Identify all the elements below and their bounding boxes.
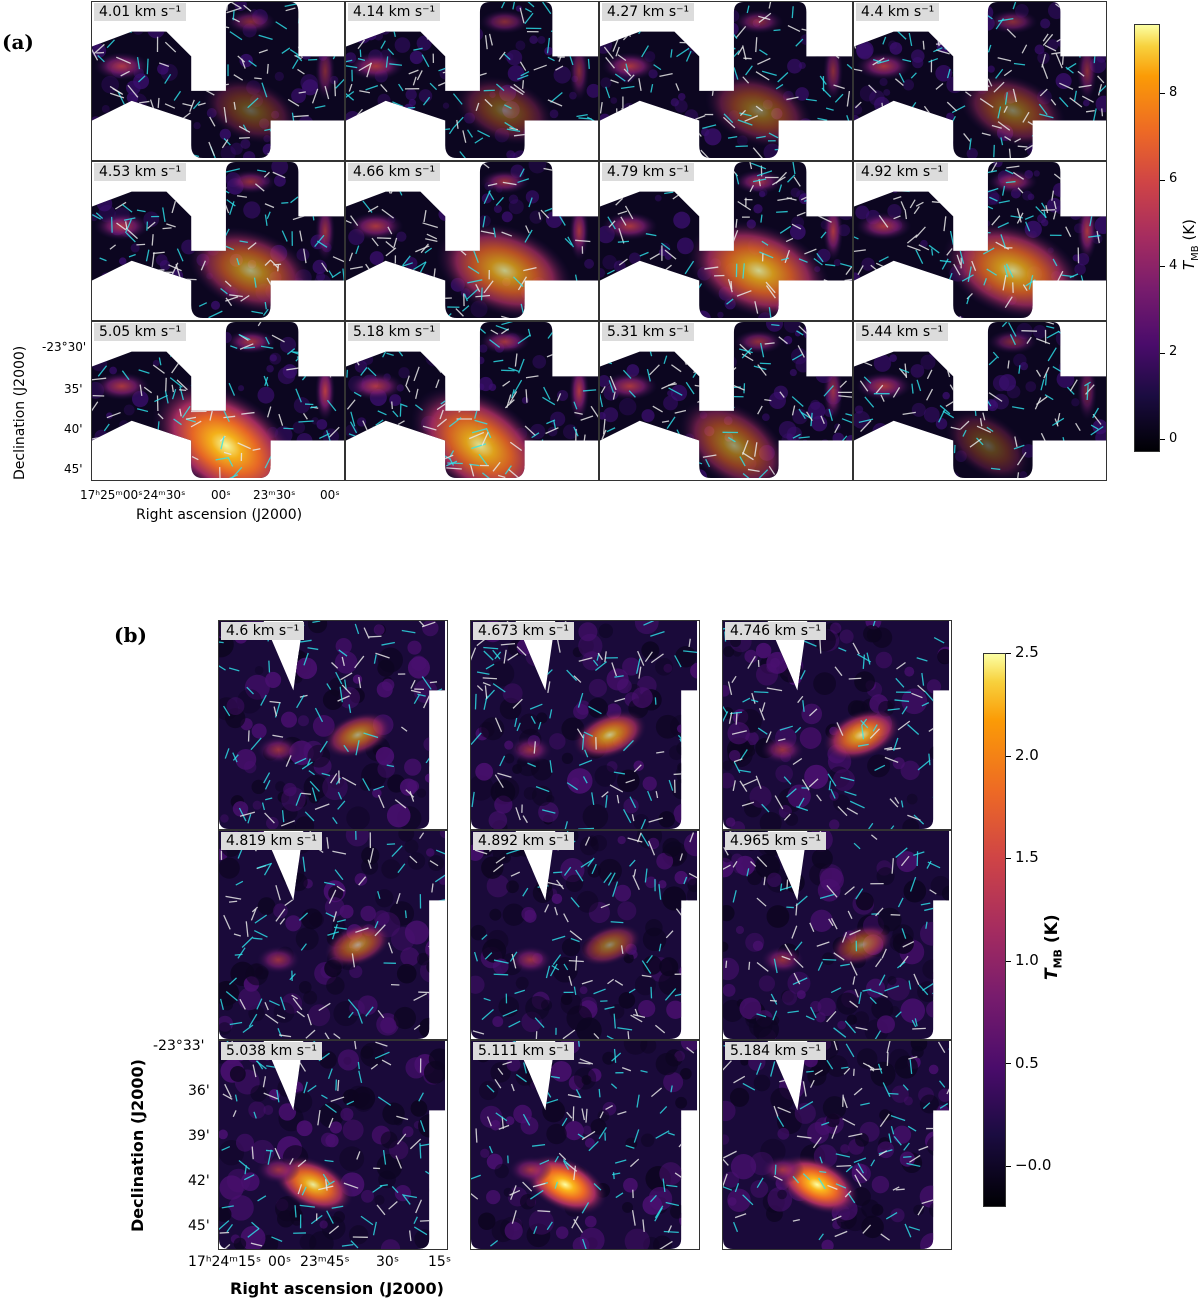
xtick-b-4: 15ˢ [428,1254,451,1270]
channel-tile-a: 5.18 km s⁻¹ [345,321,599,481]
velocity-label: 5.18 km s⁻¹ [348,323,440,341]
velocity-label: 4.14 km s⁻¹ [348,3,440,21]
channel-tile-a: 5.31 km s⁻¹ [599,321,853,481]
xtick-b-2: 23ᵐ45ˢ [300,1254,350,1270]
colorbar-tick-label: 1.0 [1015,951,1039,969]
channel-tile-b: 4.6 km s⁻¹ [218,620,448,830]
velocity-label: 5.44 km s⁻¹ [856,323,948,341]
velocity-label: 4.6 km s⁻¹ [221,622,304,640]
velocity-label: 4.27 km s⁻¹ [602,3,694,21]
colorbar-tick [1006,961,1011,962]
colorbar-tick [1160,266,1165,267]
channel-tile-b: 5.111 km s⁻¹ [470,1040,700,1250]
channel-tile-b: 4.819 km s⁻¹ [218,830,448,1040]
velocity-label: 4.01 km s⁻¹ [94,3,186,21]
channel-tile-a: 4.53 km s⁻¹ [91,161,345,321]
ylabel-a: Declination (J2000) [12,346,28,480]
colorbar-a-title-sub: MB [1190,245,1200,261]
channel-tile-a: 5.44 km s⁻¹ [853,321,1107,481]
xtick-b-3: 30ˢ [376,1254,399,1270]
colorbar-tick [1006,858,1011,859]
velocity-label: 4.965 km s⁻¹ [725,832,826,850]
colorbar-tick-label: 8 [1169,85,1177,100]
velocity-label: 5.111 km s⁻¹ [473,1042,574,1060]
channel-tile-a: 4.27 km s⁻¹ [599,1,853,161]
panel-a-label: (a) [2,30,34,54]
colorbar-tick-label: 2.0 [1015,746,1039,764]
velocity-label: 4.4 km s⁻¹ [856,3,939,21]
colorbar-a-title-unit: (K) [1180,219,1198,245]
velocity-label: 4.673 km s⁻¹ [473,622,574,640]
velocity-label: 4.92 km s⁻¹ [856,163,948,181]
ylabel-b: Declination (J2000) [128,1059,147,1232]
channel-tile-a: 5.05 km s⁻¹ [91,321,345,481]
colorbar-tick [1160,439,1165,440]
channel-tile-a: 4.4 km s⁻¹ [853,1,1107,161]
colorbar-b-title-unit: (K) [1042,914,1062,949]
channel-tile-b: 4.892 km s⁻¹ [470,830,700,1040]
ytick-a-1: 35' [64,382,83,396]
xtick-a-1: 24ᵐ30ˢ [143,488,186,502]
colorbar-tick-label: 2 [1169,344,1177,359]
velocity-label: 4.79 km s⁻¹ [602,163,694,181]
colorbar-b-title: TMB (K) [1042,914,1064,980]
colorbar-b [983,653,1006,1207]
channel-tile-a: 4.92 km s⁻¹ [853,161,1107,321]
channel-tile-a: 4.01 km s⁻¹ [91,1,345,161]
velocity-label: 4.53 km s⁻¹ [94,163,186,181]
colorbar-tick [1160,93,1165,94]
colorbar-tick-label: 6 [1169,171,1177,186]
colorbar-tick [1006,756,1011,757]
colorbar-tick-label: −0.0 [1015,1156,1051,1174]
colorbar-tick [1160,353,1165,354]
colorbar-tick-label: 4 [1169,258,1177,273]
channel-tile-b: 5.038 km s⁻¹ [218,1040,448,1250]
panel-b-label: (b) [114,623,147,647]
ytick-b-0: -23°33' [153,1038,205,1054]
channel-tile-b: 4.746 km s⁻¹ [722,620,952,830]
colorbar-tick-label: 0 [1169,431,1177,446]
ytick-a-2: 40' [64,422,83,436]
colorbar-a-title-main: T [1180,261,1198,270]
xlabel-a: Right ascension (J2000) [136,507,302,523]
channel-tile-b: 5.184 km s⁻¹ [722,1040,952,1250]
channel-tile-b: 4.965 km s⁻¹ [722,830,952,1040]
velocity-label: 5.31 km s⁻¹ [602,323,694,341]
velocity-label: 4.892 km s⁻¹ [473,832,574,850]
channel-tile-a: 4.14 km s⁻¹ [345,1,599,161]
colorbar-tick [1006,1063,1011,1064]
channel-tile-a: 4.79 km s⁻¹ [599,161,853,321]
ytick-a-0: -23°30' [42,340,86,354]
velocity-label: 5.038 km s⁻¹ [221,1042,322,1060]
colorbar-a-title: TMB (K) [1180,219,1200,270]
channel-tile-b: 4.673 km s⁻¹ [470,620,700,830]
velocity-label: 4.66 km s⁻¹ [348,163,440,181]
velocity-label: 4.819 km s⁻¹ [221,832,322,850]
colorbar-tick-label: 0.5 [1015,1054,1039,1072]
xtick-a-2: 00ˢ [211,488,231,502]
xlabel-b: Right ascension (J2000) [230,1279,444,1298]
channel-tile-a: 4.66 km s⁻¹ [345,161,599,321]
colorbar-b-title-sub: MB [1051,949,1064,968]
colorbar-tick [1160,180,1165,181]
colorbar-tick-label: 1.5 [1015,848,1039,866]
colorbar-tick [1006,653,1011,654]
ytick-a-3: 45' [64,462,83,476]
ytick-b-4: 45' [188,1218,210,1234]
xtick-a-3: 23ᵐ30ˢ [253,488,296,502]
colorbar-b-title-main: T [1042,968,1062,980]
velocity-label: 4.746 km s⁻¹ [725,622,826,640]
xtick-a-4: 00ˢ [320,488,340,502]
velocity-label: 5.05 km s⁻¹ [94,323,186,341]
colorbar-tick-label: 2.5 [1015,643,1039,661]
colorbar-a [1134,24,1160,452]
xtick-b-0: 17ʰ24ᵐ15ˢ [188,1254,261,1270]
xtick-b-1: 00ˢ [268,1254,291,1270]
colorbar-tick [1006,1166,1011,1167]
ytick-b-2: 39' [188,1128,210,1144]
xtick-a-0: 17ʰ25ᵐ00ˢ [80,488,143,502]
velocity-label: 5.184 km s⁻¹ [725,1042,826,1060]
ytick-b-3: 42' [188,1173,210,1189]
ytick-b-1: 36' [188,1083,210,1099]
